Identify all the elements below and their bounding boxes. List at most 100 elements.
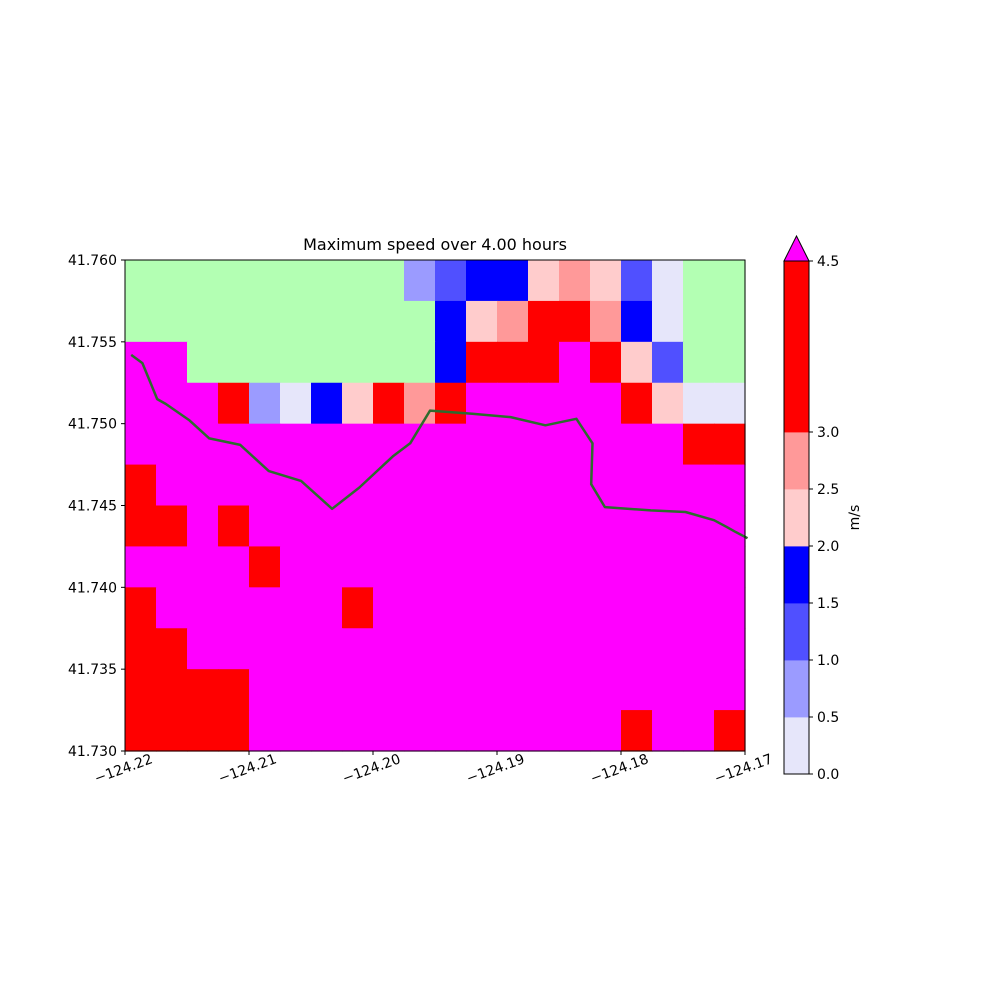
heatmap-cell — [249, 464, 281, 507]
heatmap-cell — [280, 260, 312, 302]
chart-title: Maximum speed over 4.00 hours — [303, 235, 567, 254]
colorbar-tick-label: 1.0 — [817, 653, 839, 669]
heatmap-cell — [497, 300, 529, 343]
heatmap-cell — [156, 464, 188, 507]
heatmap-cell — [497, 710, 529, 752]
heatmap-cell — [156, 628, 188, 670]
heatmap-cell — [559, 505, 591, 548]
heatmap-cell — [683, 341, 715, 384]
y-tick-label: 41.740 — [68, 580, 117, 596]
colorbar-segment — [784, 261, 809, 433]
heatmap-cell — [435, 587, 467, 629]
heatmap-cell — [590, 260, 622, 302]
heatmap-cell — [125, 669, 157, 711]
heatmap-cell — [528, 382, 560, 425]
heatmap-cell — [683, 587, 715, 629]
heatmap-cell — [714, 505, 746, 548]
y-tick-label: 41.735 — [68, 662, 117, 678]
heatmap-cell — [249, 546, 281, 588]
heatmap-cell — [621, 710, 653, 752]
heatmap-cell — [156, 710, 188, 752]
heatmap-cell — [280, 505, 312, 548]
heatmap-cell — [373, 669, 405, 711]
heatmap-cell — [528, 710, 560, 752]
heatmap-cell — [373, 423, 405, 466]
heatmap-cell — [404, 341, 436, 384]
heatmap-cell — [249, 260, 281, 302]
heatmap-cell — [528, 546, 560, 588]
y-tick-label: 41.760 — [68, 253, 117, 269]
heatmap-cell — [435, 300, 467, 343]
heatmap-cell — [187, 382, 219, 425]
heatmap-cell — [466, 505, 498, 548]
colorbar-tick-label: 0.0 — [817, 767, 839, 783]
heatmap-cell — [280, 341, 312, 384]
heatmap-cell — [280, 300, 312, 343]
heatmap-cell — [373, 587, 405, 629]
heatmap-cell — [559, 464, 591, 507]
heatmap-cell — [311, 710, 343, 752]
heatmap-cell — [621, 669, 653, 711]
heatmap-cell — [280, 382, 312, 425]
heatmap-cell — [590, 423, 622, 466]
heatmap-cell — [435, 710, 467, 752]
heatmap-cell — [652, 300, 684, 343]
heatmap-cell — [342, 587, 374, 629]
heatmap-cell — [249, 423, 281, 466]
heatmap-cell — [125, 710, 157, 752]
heatmap-cell — [435, 546, 467, 588]
heatmap-cell — [652, 710, 684, 752]
x-tick-label: −124.21 — [216, 751, 279, 787]
colorbar-tick-label: 2.0 — [817, 539, 839, 555]
x-tick-label: −124.18 — [588, 751, 651, 787]
heatmap-cell — [621, 382, 653, 425]
colorbar-tick-label: 3.0 — [817, 425, 839, 441]
heatmap-cell — [590, 669, 622, 711]
heatmap-cell — [528, 464, 560, 507]
colorbar: 0.0 0.5 1.0 1.5 2.0 2.5 3.0 4.5 m/s — [783, 234, 863, 783]
heatmap-cell — [187, 546, 219, 588]
heatmap-cell — [497, 669, 529, 711]
heatmap-cell — [466, 341, 498, 384]
heatmap-cell — [404, 546, 436, 588]
heatmap-cell — [156, 546, 188, 588]
heatmap-cell — [714, 464, 746, 507]
heatmap-cell — [497, 587, 529, 629]
heatmap-cell — [187, 423, 219, 466]
heatmap-cell — [311, 341, 343, 384]
heatmap-cell — [652, 382, 684, 425]
heatmap-cell — [342, 464, 374, 507]
heatmap-cell — [714, 710, 746, 752]
heatmap-cell — [218, 505, 250, 548]
heatmap-cell — [249, 628, 281, 670]
heatmap-cell — [559, 710, 591, 752]
colorbar-extend-triangle — [783, 234, 810, 262]
heatmap-cell — [249, 300, 281, 343]
heatmap-cell — [125, 505, 157, 548]
heatmap-cell — [559, 669, 591, 711]
heatmap-cell — [156, 382, 188, 425]
heatmap-cell — [280, 546, 312, 588]
colorbar-label: m/s — [847, 505, 863, 531]
heatmap-cell — [404, 587, 436, 629]
heatmap-cell — [652, 423, 684, 466]
heatmap-cell — [590, 341, 622, 384]
heatmap-cell — [652, 464, 684, 507]
heatmap-cell — [714, 423, 746, 466]
heatmap-cell — [125, 587, 157, 629]
heatmap-cell — [528, 628, 560, 670]
heatmap-cell — [652, 587, 684, 629]
heatmap-cell — [249, 710, 281, 752]
heatmap-cell — [156, 505, 188, 548]
heatmap-cell — [342, 423, 374, 466]
heatmap-cell — [342, 710, 374, 752]
heatmap-cell — [404, 710, 436, 752]
heatmap-cell — [373, 382, 405, 425]
heatmap-cell — [683, 300, 715, 343]
heatmap-cell — [621, 628, 653, 670]
x-axis: −124.22 −124.21 −124.20 −124.19 −124.18 −124.… — [92, 751, 775, 787]
heatmap-cell — [125, 464, 157, 507]
heatmap-cell — [435, 505, 467, 548]
heatmap-cell — [311, 546, 343, 588]
heatmap-cell — [404, 464, 436, 507]
